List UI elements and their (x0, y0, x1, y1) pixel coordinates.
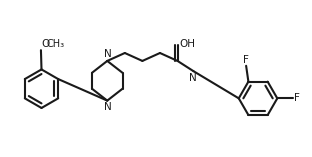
Text: OH: OH (179, 39, 195, 49)
Text: F: F (294, 93, 300, 103)
Text: F: F (243, 55, 249, 65)
Text: O: O (41, 39, 50, 49)
Text: CH₃: CH₃ (46, 39, 65, 49)
Text: N: N (104, 49, 112, 59)
Text: N: N (189, 73, 197, 83)
Text: N: N (104, 102, 112, 112)
